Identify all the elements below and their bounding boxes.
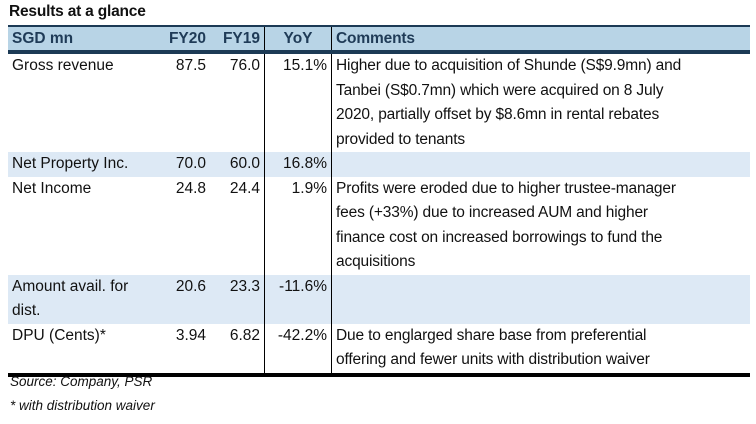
fy20-value: 70.0 bbox=[175, 155, 206, 172]
results-table: SGD mn FY20 FY19 YoY Comments Gross reve… bbox=[8, 25, 750, 377]
comment bbox=[332, 275, 751, 324]
fy19-value: 6.82 bbox=[210, 323, 265, 377]
row-label-line: DPU (Cents)* bbox=[12, 326, 106, 344]
comment-line: acquisitions bbox=[336, 253, 416, 270]
comment-line: Tanbei (S$0.7mn) which were acquired on … bbox=[336, 81, 664, 99]
fy19-value: 60.0 bbox=[229, 155, 260, 172]
row-label-line: Net Property Inc. bbox=[12, 155, 129, 172]
comment-line: Higher due to acquisition of Shunde (S$9… bbox=[336, 57, 682, 74]
row-label-line: Gross revenue bbox=[12, 57, 114, 74]
yoy-value: 15.1% bbox=[264, 52, 332, 152]
yoy-value: -11.6% bbox=[264, 274, 332, 324]
row-label: Gross revenue bbox=[8, 52, 158, 152]
row-label-line: Net Income bbox=[12, 179, 92, 197]
fy20-value: 3.94 bbox=[158, 323, 210, 377]
waiver-note: * with distribution waiver bbox=[10, 398, 155, 413]
fy19-value: 76.0 bbox=[229, 57, 260, 74]
fy20-value: 87.5 bbox=[175, 57, 206, 74]
yoy-value: 16.8% bbox=[264, 152, 332, 177]
row-label: Amount avail. for dist. bbox=[8, 275, 158, 324]
yoy-value: -42.2% bbox=[264, 323, 332, 377]
comment-line: fees (+33%) due to increased AUM and hig… bbox=[336, 204, 648, 221]
comment-line: finance cost on increased borrowings to … bbox=[336, 228, 663, 246]
header-yoy: YoY bbox=[264, 25, 332, 54]
comment: Higher due to acquisition of Shunde (S$9… bbox=[332, 52, 751, 152]
row-label-line: Amount avail. for bbox=[12, 277, 129, 295]
fy19-value: 24.4 bbox=[229, 179, 260, 197]
comment bbox=[332, 152, 751, 177]
header-comments: Comments bbox=[331, 25, 750, 54]
fy19-value: 23.3 bbox=[229, 277, 260, 295]
header-fy19: FY19 bbox=[210, 25, 265, 54]
table-title: Results at a glance bbox=[9, 3, 146, 20]
comment: Profits were eroded due to higher truste… bbox=[332, 177, 751, 275]
comment-line: provided to tenants bbox=[336, 130, 465, 148]
table-row: Net Income 24.8 24.4 1.9% Profits were erode… bbox=[8, 176, 751, 275]
table-row: Amount avail. for dist. 20.6 23.3 -11.6% bbox=[8, 274, 751, 324]
comment-line: 2020, partially offset by $8.6mn in rent… bbox=[336, 106, 660, 123]
comment-line: Profits were eroded due to higher truste… bbox=[336, 179, 676, 197]
comment: Due to englarged share base from prefere… bbox=[331, 323, 750, 377]
row-label: Net Income bbox=[8, 177, 158, 275]
table-row: DPU (Cents)* 3.94 6.82 -42.2% Due to englarg… bbox=[8, 323, 750, 377]
row-label: DPU (Cents)* bbox=[8, 323, 158, 377]
row-label: Net Property Inc. bbox=[8, 152, 158, 177]
fy20-value: 24.8 bbox=[175, 179, 206, 197]
source-note: Source: Company, PSR bbox=[10, 374, 153, 389]
comment-line: Due to englarged share base from prefere… bbox=[336, 326, 647, 344]
header-row: SGD mn FY20 FY19 YoY Comments bbox=[8, 25, 750, 54]
row-label-line: dist. bbox=[12, 302, 41, 319]
yoy-value: 1.9% bbox=[264, 176, 332, 275]
header-fy20: FY20 bbox=[158, 25, 210, 54]
header-sgd-mn: SGD mn bbox=[8, 25, 158, 54]
fy20-value: 20.6 bbox=[175, 277, 206, 295]
comment-line: offering and fewer units with distributi… bbox=[336, 351, 650, 368]
table-row: Net Property Inc. 70.0 60.0 16.8% bbox=[8, 152, 750, 177]
table-row: Gross revenue 87.5 76.0 15.1% Higher due to … bbox=[8, 52, 750, 152]
